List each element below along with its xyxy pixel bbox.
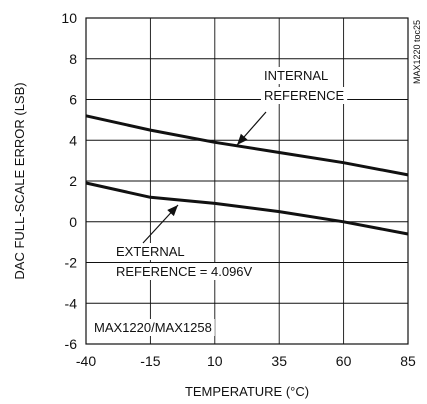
annotation-arrows bbox=[142, 111, 267, 244]
figure-code-label: MAX1220 toc25 bbox=[412, 20, 422, 84]
internal-label-bg-2 bbox=[261, 87, 348, 104]
y-tick-label: -4 bbox=[65, 295, 78, 311]
x-tick-label: 10 bbox=[207, 353, 223, 369]
internal-reference-label-2: REFERENCE bbox=[264, 88, 345, 103]
part-number-label: MAX1220/MAX1258 bbox=[94, 320, 212, 335]
internal-reference-label-1: INTERNAL bbox=[264, 68, 328, 83]
y-axis-label: DAC FULL-SCALE ERROR (LSB) bbox=[12, 82, 27, 279]
x-tick-label: -40 bbox=[76, 353, 96, 369]
y-tick-label: 0 bbox=[69, 214, 77, 230]
x-tick-label: 60 bbox=[336, 353, 352, 369]
x-axis-label: TEMPERATURE (°C) bbox=[185, 384, 309, 399]
grid bbox=[86, 18, 408, 344]
external-reference-label-1: EXTERNAL bbox=[116, 244, 185, 259]
y-tick-label: 4 bbox=[69, 132, 77, 148]
external-label-bg-1 bbox=[113, 243, 188, 260]
tick-labels: -40 -15 10 35 60 85 -6 -4 -2 0 2 4 6 8 10 bbox=[61, 10, 416, 369]
x-tick-label: 85 bbox=[400, 353, 416, 369]
plot-frame bbox=[85, 17, 409, 345]
x-tick-label: -15 bbox=[140, 353, 160, 369]
internal-arrow-head bbox=[237, 133, 248, 145]
external-reference-label-2: REFERENCE = 4.096V bbox=[116, 264, 253, 279]
series-line-internal-reference bbox=[85, 114, 409, 177]
part-label-bg bbox=[91, 319, 215, 336]
x-tick-label: 35 bbox=[271, 353, 287, 369]
external-label-bg-2 bbox=[113, 263, 256, 280]
series-line-external-reference bbox=[85, 181, 409, 236]
external-arrow-head bbox=[167, 205, 178, 217]
y-tick-label: 8 bbox=[69, 51, 77, 67]
y-tick-label: 6 bbox=[69, 92, 77, 108]
y-tick-label: -6 bbox=[65, 336, 78, 352]
y-tick-label: 10 bbox=[61, 10, 77, 26]
y-tick-label: 2 bbox=[69, 173, 77, 189]
y-tick-label: -2 bbox=[65, 255, 78, 271]
internal-label-bg-1 bbox=[261, 67, 332, 84]
series-lines bbox=[85, 114, 409, 236]
